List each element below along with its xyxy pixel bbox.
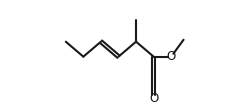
Text: O: O [166, 50, 176, 63]
Text: O: O [149, 92, 158, 105]
